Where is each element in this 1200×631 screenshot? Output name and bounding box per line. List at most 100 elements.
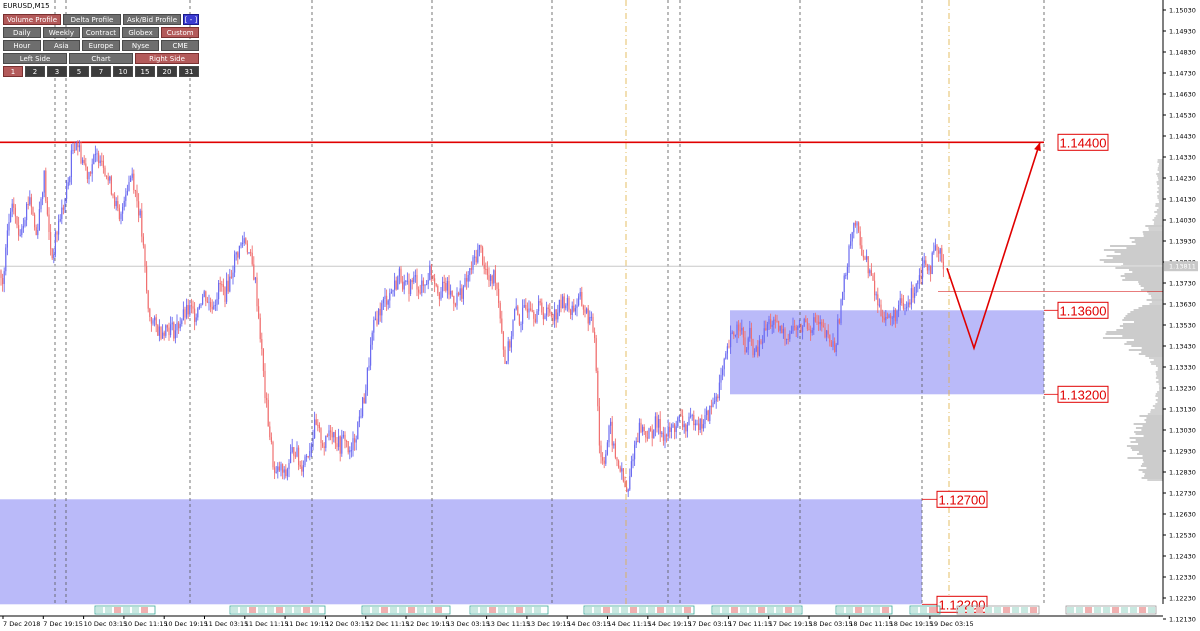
candle-body bbox=[930, 265, 932, 274]
candle-body bbox=[106, 175, 108, 178]
candle-body bbox=[778, 321, 780, 331]
time-tick-label: 12 Dec 03:15 bbox=[325, 620, 369, 628]
candle-body bbox=[838, 319, 840, 324]
candle-body bbox=[918, 275, 920, 281]
candle-body bbox=[411, 280, 413, 283]
session-marker-cell bbox=[846, 607, 853, 613]
time-tick-label: 11 Dec 19:15 bbox=[285, 620, 329, 628]
chart-button[interactable]: Chart bbox=[69, 53, 133, 64]
candle-body bbox=[302, 465, 304, 472]
custom-button[interactable]: Custom bbox=[161, 27, 199, 38]
candle-body bbox=[42, 192, 44, 200]
candle-body bbox=[558, 299, 560, 313]
candle-body bbox=[195, 317, 197, 322]
candle-body bbox=[808, 329, 810, 331]
candle-body bbox=[573, 305, 575, 312]
candle-body bbox=[314, 419, 316, 439]
ask-bid-profile-button[interactable]: Ask/Bid Profile bbox=[123, 14, 181, 25]
candle-body bbox=[258, 306, 260, 318]
session-marker-cell bbox=[785, 607, 792, 613]
candle-body bbox=[61, 207, 63, 220]
candle-body bbox=[475, 256, 477, 263]
candle-body bbox=[131, 173, 133, 178]
session-marker bbox=[469, 605, 549, 615]
candle-body bbox=[595, 338, 597, 371]
count-20-button[interactable]: 20 bbox=[157, 66, 177, 77]
candle-body bbox=[568, 298, 570, 310]
cme-button[interactable]: CME bbox=[161, 40, 199, 51]
candle-body bbox=[744, 337, 746, 353]
candle-body bbox=[818, 321, 820, 325]
hour-button[interactable]: Hour bbox=[3, 40, 41, 51]
support-zone-1 bbox=[0, 499, 922, 605]
candle-body bbox=[696, 423, 698, 425]
left-side-button[interactable]: Left Side bbox=[3, 53, 67, 64]
count-10-button[interactable]: 10 bbox=[113, 66, 133, 77]
candle-body bbox=[294, 455, 296, 457]
candle-body bbox=[640, 422, 642, 432]
support-zone-0 bbox=[730, 310, 1044, 395]
count-5-button[interactable]: 5 bbox=[69, 66, 89, 77]
price-tick-label: 1.12730 bbox=[1169, 490, 1196, 498]
time-tick-label: 7 Dec 2018 bbox=[3, 620, 40, 628]
candle-body bbox=[176, 322, 178, 331]
candle-body bbox=[181, 320, 183, 324]
candle-body bbox=[366, 367, 368, 391]
candle-body bbox=[54, 232, 56, 255]
candle-body bbox=[834, 341, 836, 352]
right-side-button[interactable]: Right Side bbox=[135, 53, 199, 64]
europe-button[interactable]: Europe bbox=[82, 40, 120, 51]
candle-body bbox=[118, 208, 120, 220]
candle-body bbox=[355, 439, 357, 443]
candle-body bbox=[242, 243, 244, 245]
candle-body bbox=[322, 443, 324, 447]
weekly-button[interactable]: Weekly bbox=[42, 27, 81, 38]
delta-profile-button[interactable]: Delta Profile bbox=[63, 14, 121, 25]
candle-body bbox=[152, 320, 154, 324]
candle-body bbox=[222, 284, 224, 288]
candle-body bbox=[760, 340, 762, 344]
candle-body bbox=[240, 243, 242, 246]
session-marker-cell bbox=[657, 607, 664, 613]
candle-body bbox=[347, 441, 349, 453]
profile-control-panel: Volume Profile Delta Profile Ask/Bid Pro… bbox=[3, 14, 201, 79]
asia-button[interactable]: Asia bbox=[42, 40, 81, 51]
candle-body bbox=[408, 280, 410, 295]
nyse-button[interactable]: Nyse bbox=[121, 40, 160, 51]
candle-body bbox=[904, 308, 906, 310]
collapse-panel-button[interactable]: [ - ] bbox=[183, 14, 199, 25]
daily-button[interactable]: Daily bbox=[3, 27, 41, 38]
count-1-button[interactable]: 1 bbox=[3, 66, 23, 77]
candle-body bbox=[336, 443, 338, 447]
candle-body bbox=[539, 301, 541, 303]
candle-body bbox=[819, 321, 821, 325]
candle-body bbox=[728, 346, 730, 348]
candle-body bbox=[864, 257, 866, 260]
count-31-button[interactable]: 31 bbox=[179, 66, 199, 77]
candle-body bbox=[70, 150, 72, 178]
candle-body bbox=[238, 245, 240, 258]
session-marker-cell bbox=[114, 607, 121, 613]
count-2-button[interactable]: 2 bbox=[25, 66, 45, 77]
volume-profile-button[interactable]: Volume Profile bbox=[3, 14, 61, 25]
candle-body bbox=[14, 207, 16, 217]
count-7-button[interactable]: 7 bbox=[91, 66, 111, 77]
candle-body bbox=[456, 292, 458, 306]
price-tick-label: 1.12330 bbox=[1169, 574, 1196, 582]
candle-body bbox=[246, 243, 248, 253]
count-15-button[interactable]: 15 bbox=[135, 66, 155, 77]
count-3-button[interactable]: 3 bbox=[47, 66, 67, 77]
candle-body bbox=[13, 203, 15, 208]
candle-body bbox=[843, 275, 845, 293]
time-tick-label: 17 Dec 19:15 bbox=[769, 620, 813, 628]
candle-body bbox=[517, 306, 519, 316]
candle-body bbox=[891, 317, 893, 319]
contract-button[interactable]: Contract bbox=[82, 27, 120, 38]
candle-body bbox=[424, 285, 426, 287]
candle-body bbox=[875, 294, 877, 296]
globex-button[interactable]: Globex bbox=[121, 27, 160, 38]
candle-body bbox=[62, 207, 64, 210]
candle-body bbox=[493, 270, 495, 284]
session-marker-cell bbox=[1112, 607, 1119, 613]
